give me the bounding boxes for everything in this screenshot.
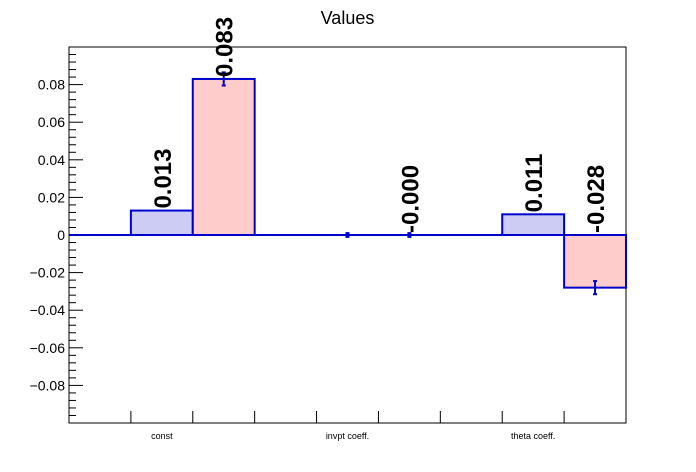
y-tick-label: −0.04 — [30, 302, 66, 318]
x-axis: const invpt coeff. theta coeff. — [130, 411, 565, 441]
y-tick-label: −0.06 — [30, 340, 66, 356]
bar — [191, 77, 256, 236]
value-label: -0.028 — [583, 165, 610, 233]
y-tick-label: −0.02 — [30, 265, 66, 281]
x-tick-label: const — [151, 431, 173, 441]
y-tick-label: 0.02 — [38, 189, 65, 205]
x-tick-label: invpt coeff. — [326, 431, 369, 441]
y-tick-label: 0.06 — [38, 114, 65, 130]
error-bars — [221, 71, 598, 296]
y-tick-label: 0.08 — [38, 77, 65, 93]
y-tick-label: 0 — [57, 227, 65, 243]
bar — [563, 234, 627, 289]
bar — [129, 209, 194, 236]
y-tick-label: 0.04 — [38, 152, 65, 168]
value-label: 0.083 — [212, 17, 239, 77]
bar — [501, 213, 566, 237]
value-label: 0.011 — [521, 154, 548, 213]
value-label: -0.000 — [397, 165, 424, 233]
bars — [129, 77, 627, 289]
y-axis: 0.08 0.06 0.04 0.02 0 −0.02 −0.04 −0.06 −0.08 — [30, 46, 83, 424]
chart-title: Values — [321, 8, 375, 28]
value-label: 0.013 — [150, 148, 177, 208]
value-labels: 0.013 0.011 0.083 -0.000 -0.028 — [150, 17, 610, 233]
y-tick-label: −0.08 — [30, 377, 66, 393]
x-tick-label: theta coeff. — [511, 431, 555, 441]
